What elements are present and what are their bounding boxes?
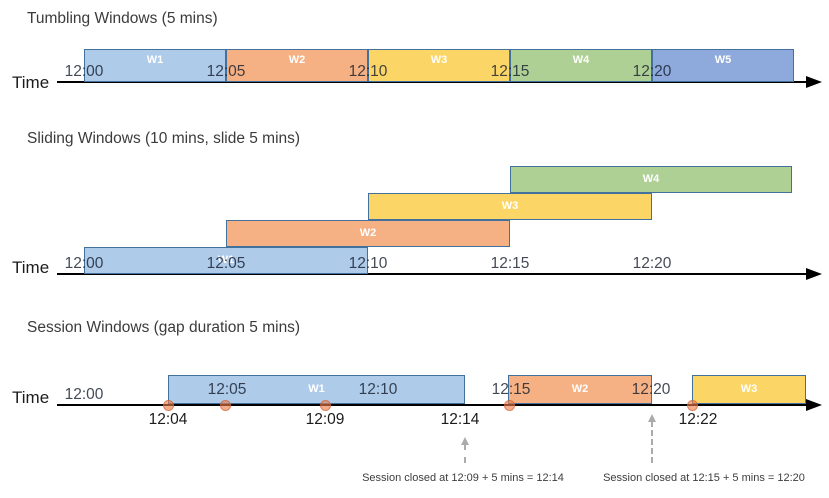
window-box-w3: W3 [368, 49, 510, 82]
axis-tick-label: 12:00 [64, 63, 104, 80]
axis-tick-label: 12:15 [490, 63, 530, 80]
timeline-arrowhead-icon [806, 268, 822, 280]
dashed-arrow-stem [651, 421, 653, 463]
session-axis-label: Time [12, 388, 50, 407]
window-label: W3 [740, 383, 758, 395]
session-section-title: Session Windows (gap duration 5 mins) [27, 319, 301, 336]
dashed-up-arrowhead-icon [647, 414, 656, 422]
event-dot [503, 399, 515, 411]
event-dot [162, 399, 174, 411]
sliding-axis-label: Time [12, 258, 50, 277]
axis-tick-label: 12:05 [206, 255, 246, 272]
session-closed-annotation-1: Session closed at 12:09 + 5 mins = 12:14 [362, 472, 564, 484]
axis-tick-label: 12:20 [632, 255, 672, 272]
window-label: W2 [571, 383, 589, 395]
inline-time-mark: 12:05 [207, 381, 247, 398]
timeline-axis [57, 404, 810, 406]
window-label: W3 [501, 200, 519, 212]
event-dot [219, 399, 231, 411]
event-time-label: 12:04 [148, 411, 188, 428]
event-time-label: 12:22 [678, 411, 718, 428]
window-box-w4: W4 [510, 166, 792, 193]
dashed-arrow-stem [464, 444, 466, 463]
event-dot [319, 399, 331, 411]
tumbling-section-title: Tumbling Windows (5 mins) [27, 10, 218, 27]
axis-tick-label: 12:00 [64, 386, 104, 403]
event-time-label: 12:14 [440, 411, 480, 428]
dashed-up-arrowhead-icon [460, 437, 469, 445]
axis-tick-label: 12:10 [348, 255, 388, 272]
axis-tick-label: 12:10 [348, 63, 388, 80]
axis-tick-label: 12:20 [632, 63, 672, 80]
window-box-w1: W1 [84, 49, 226, 82]
timeline-axis [57, 81, 810, 83]
window-label: W1 [308, 383, 325, 395]
window-label: W2 [359, 227, 377, 239]
window-box-w1: W1 [168, 375, 465, 404]
sliding-section-title: Sliding Windows (10 mins, slide 5 mins) [27, 130, 301, 147]
timeline-arrowhead-icon [806, 399, 822, 411]
window-label: W3 [430, 54, 448, 66]
axis-tick-label: 12:00 [64, 255, 104, 272]
timeline-axis [57, 273, 810, 275]
timeline-arrowhead-icon [806, 76, 822, 88]
window-box-w2: W2 [226, 220, 510, 247]
tumbling-axis-label: Time [12, 73, 50, 92]
window-box-w2: W2 [508, 375, 652, 404]
window-label: W2 [288, 54, 306, 66]
inline-time-mark: 12:15 [491, 381, 531, 398]
session-closed-annotation-2: Session closed at 12:15 + 5 mins = 12:20 [603, 472, 805, 484]
window-label: W4 [572, 54, 590, 66]
window-label: W1 [217, 254, 235, 266]
window-label: W5 [714, 54, 732, 66]
window-box-w4: W4 [510, 49, 652, 82]
event-time-label: 12:09 [305, 411, 345, 428]
window-box-w5: W5 [652, 49, 794, 82]
window-label: W4 [642, 173, 660, 185]
window-box-w3: W3 [368, 193, 652, 220]
window-box-w3: W3 [692, 375, 806, 404]
inline-time-mark: 12:20 [631, 381, 671, 398]
window-label: W1 [146, 54, 164, 66]
event-dot [686, 399, 698, 411]
inline-time-mark: 12:10 [358, 381, 398, 398]
window-box-w2: W2 [226, 49, 368, 82]
axis-tick-label: 12:15 [490, 255, 530, 272]
axis-tick-label: 12:05 [206, 63, 246, 80]
window-box-w1: W1 [84, 247, 368, 274]
